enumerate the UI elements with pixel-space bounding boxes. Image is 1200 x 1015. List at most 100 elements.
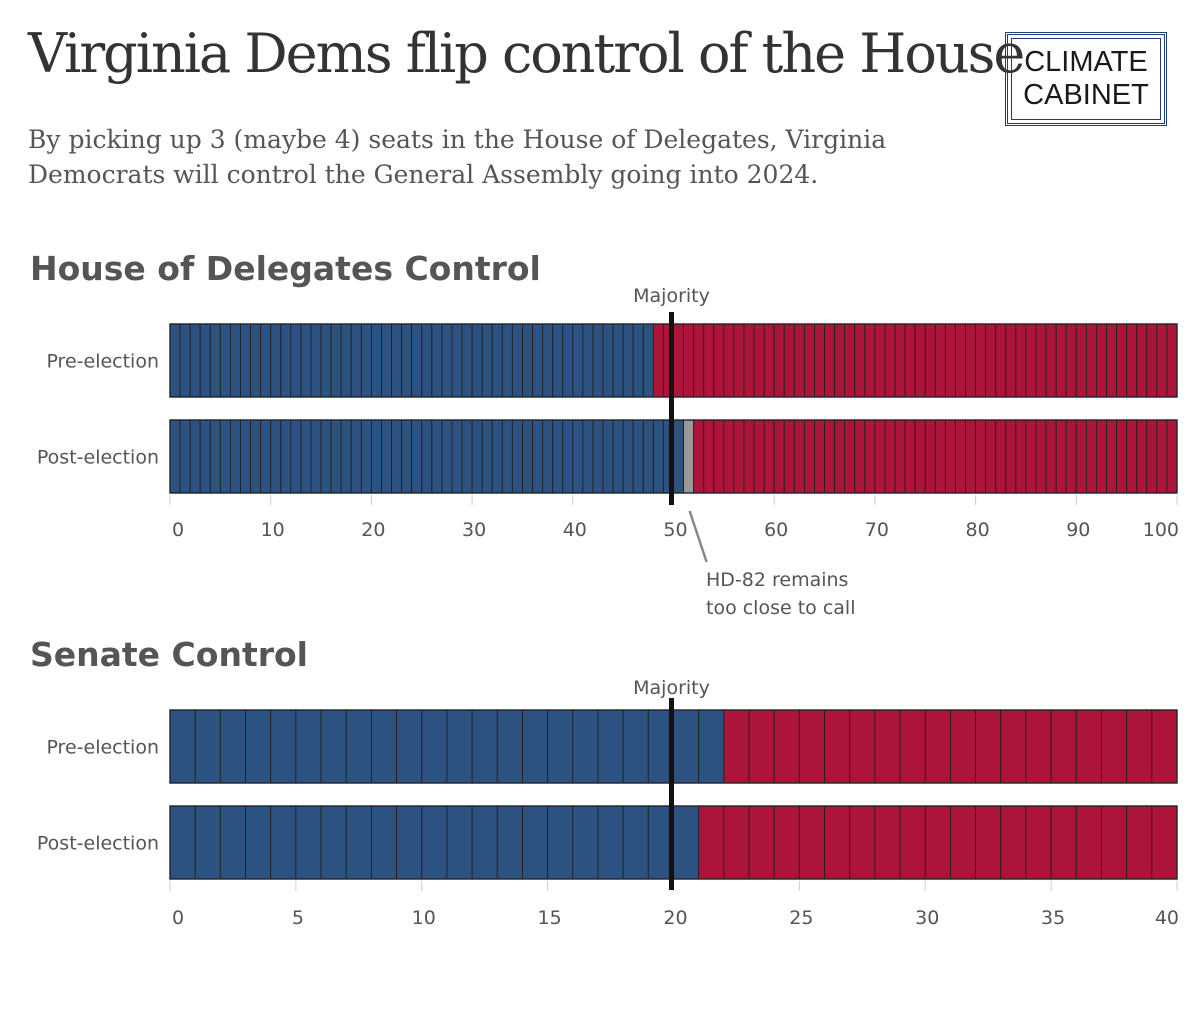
row-label: Pre-election (46, 351, 159, 373)
democrat-seat (179, 419, 191, 494)
republican-seat (1025, 323, 1037, 398)
democrat-seat (189, 419, 201, 494)
democrat-seat (431, 323, 443, 398)
republican-seat (1055, 323, 1067, 398)
democrat-seat (622, 323, 634, 398)
democrat-seat (582, 323, 594, 398)
republican-seat (975, 805, 1002, 880)
democrat-seat (320, 709, 347, 784)
democrat-seat (411, 323, 423, 398)
democrat-seat (320, 419, 332, 494)
democrat-seat (451, 323, 463, 398)
republican-seat (1095, 323, 1107, 398)
republican-seat (1025, 805, 1052, 880)
democrat-seat (295, 709, 322, 784)
democrat-seat (572, 323, 584, 398)
democrat-seat (320, 805, 347, 880)
republican-seat (753, 323, 765, 398)
republican-seat (1025, 419, 1037, 494)
senate-chart-title: Senate Control (30, 635, 308, 674)
democrat-seat (290, 323, 302, 398)
democrat-seat (310, 419, 322, 494)
democrat-seat (542, 419, 554, 494)
republican-seat (733, 323, 745, 398)
republican-seat (1101, 805, 1128, 880)
republican-seat (824, 323, 836, 398)
republican-seat (1035, 419, 1047, 494)
democrat-seat (219, 419, 231, 494)
republican-seat (995, 323, 1007, 398)
republican-seat (824, 805, 851, 880)
republican-seat (1085, 419, 1097, 494)
republican-seat (683, 323, 695, 398)
democrat-seat (300, 419, 312, 494)
republican-seat (904, 323, 916, 398)
republican-seat (985, 419, 997, 494)
republican-seat (834, 323, 846, 398)
democrat-seat (370, 805, 398, 880)
republican-seat (693, 419, 705, 494)
democrat-seat (501, 419, 513, 494)
democrat-seat (370, 323, 382, 398)
republican-seat (803, 323, 815, 398)
republican-seat (844, 323, 856, 398)
democrat-seat (310, 323, 322, 398)
republican-seat (874, 709, 901, 784)
republican-seat (1065, 419, 1077, 494)
republican-seat (693, 323, 705, 398)
republican-seat (1146, 323, 1158, 398)
republican-seat (864, 323, 876, 398)
democrat-seat (572, 419, 584, 494)
democrat-seat (250, 323, 262, 398)
democrat-seat (622, 709, 649, 784)
republican-seat (955, 323, 966, 398)
republican-seat (1000, 805, 1027, 880)
republican-seat (723, 709, 750, 784)
majority-label: Majority (633, 285, 710, 307)
democrat-seat (411, 419, 423, 494)
republican-seat (1050, 805, 1077, 880)
democrat-seat (547, 709, 574, 784)
x-tick-label: 10 (261, 519, 285, 541)
democrat-seat (250, 419, 262, 494)
republican-seat (723, 419, 735, 494)
republican-seat (1151, 709, 1178, 784)
republican-seat (934, 323, 946, 398)
republican-seat (733, 419, 745, 494)
democrat-seat (511, 419, 523, 494)
democrat-seat (370, 709, 398, 784)
democrat-seat (562, 419, 574, 494)
x-tick-label: 25 (789, 907, 813, 929)
democrat-seat (522, 419, 533, 494)
democrat-seat (219, 805, 246, 880)
republican-seat (783, 323, 795, 398)
democrat-seat (592, 323, 604, 398)
republican-seat (944, 419, 956, 494)
logo-line-2: CABINET (1023, 79, 1149, 111)
democrat-seat (179, 323, 191, 398)
democrat-seat (401, 323, 413, 398)
republican-seat (884, 323, 896, 398)
democrat-seat (189, 323, 201, 398)
democrat-seat (471, 323, 483, 398)
democrat-seat (320, 323, 332, 398)
democrat-seat (209, 323, 221, 398)
democrat-seat (245, 709, 272, 784)
democrat-seat (446, 709, 473, 784)
republican-seat (1116, 323, 1128, 398)
democrat-seat (441, 419, 453, 494)
republican-seat (1095, 419, 1107, 494)
democrat-seat (169, 419, 181, 494)
democrat-seat (471, 709, 498, 784)
democrat-seat (421, 419, 433, 494)
democrat-seat (532, 419, 544, 494)
x-tick-label: 30 (462, 519, 486, 541)
democrat-seat (632, 323, 644, 398)
democrat-seat (491, 419, 503, 494)
republican-seat (783, 419, 795, 494)
republican-seat (874, 323, 886, 398)
democrat-seat (219, 709, 246, 784)
democrat-seat (642, 323, 654, 398)
republican-seat (924, 323, 936, 398)
republican-seat (814, 419, 825, 494)
